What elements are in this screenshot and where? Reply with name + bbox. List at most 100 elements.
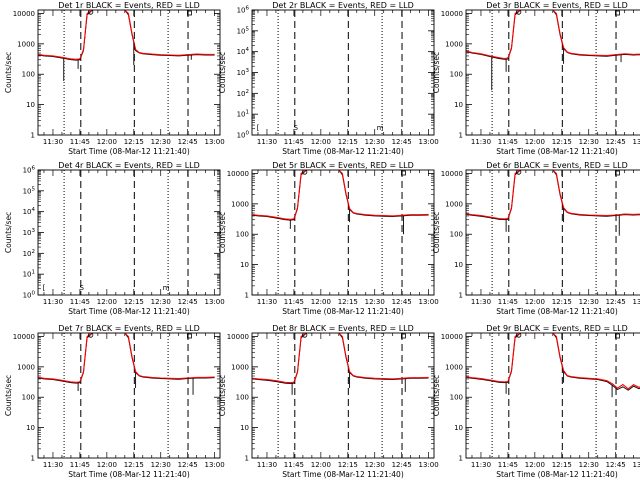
x-tick-label: 11:45 [70, 298, 90, 306]
panel-det-4r: Det 4r BLACK = Events, RED = LLD Counts/s… [4, 161, 225, 316]
x-tick-label: 13:00 [633, 461, 640, 469]
saturation-marker [516, 170, 522, 175]
plot-frame [465, 332, 640, 459]
x-tick-label: 12:00 [97, 461, 117, 469]
y-tick-label: 101 [237, 110, 249, 119]
x-tick-label: 11:45 [70, 461, 90, 469]
x-tick-label: 12:30 [151, 461, 171, 469]
y-tick-label: 1 [459, 455, 463, 463]
x-tick-label: 12:15 [124, 461, 144, 469]
y-tick-label: 100 [22, 394, 35, 402]
x-tick-label: 11:30 [471, 138, 491, 146]
x-axis-label: Start Time (08-Mar-12 11:21:40) [68, 470, 190, 479]
x-tick-label: 12:45 [178, 138, 198, 146]
series-line-lld [466, 333, 640, 390]
x-tick-label: 13:00 [419, 298, 439, 306]
x-tick-label: 11:30 [257, 298, 277, 306]
plot-frame [251, 9, 435, 136]
series-line-events [466, 10, 640, 60]
y-tick-label: 1 [245, 292, 249, 300]
x-axis-label: Start Time (08-Mar-12 11:21:40) [496, 147, 618, 156]
y-tick-label: 100 [450, 231, 463, 239]
y-tick-label: 103 [23, 228, 36, 237]
x-tick-label: 12:15 [552, 461, 572, 469]
y-tick-label: 10000 [227, 170, 249, 178]
x-axis-label: Start Time (08-Mar-12 11:21:40) [68, 307, 190, 316]
x-tick-label: 11:30 [43, 461, 63, 469]
x-tick-label: 11:30 [43, 298, 63, 306]
y-tick-label: 100 [450, 394, 463, 402]
y-tick-label: 1000 [231, 363, 249, 371]
x-axis-label: Start Time (08-Mar-12 11:21:40) [496, 470, 618, 479]
x-tick-label: 11:45 [284, 298, 304, 306]
y-axis-label: Counts/sec [218, 52, 227, 93]
series-line-events [38, 333, 215, 384]
y-tick-label: 1000 [17, 40, 35, 48]
x-tick-label: 12:30 [579, 138, 599, 146]
panels-group: Det 1r BLACK = Events, RED = LLD Counts/s… [4, 1, 640, 479]
saturation-marker [187, 333, 192, 339]
plot-frame [37, 169, 221, 296]
x-tick-label: 12:15 [124, 298, 144, 306]
x-tick-label: 11:30 [43, 138, 63, 146]
y-tick-label: 10 [26, 424, 35, 432]
y-tick-label: 1 [245, 455, 249, 463]
x-axis-label: Start Time (08-Mar-12 11:21:40) [282, 147, 404, 156]
y-axis-label: Counts/sec [432, 52, 441, 93]
panel-title: Det 6r BLACK = Events, RED = LLD [486, 161, 628, 170]
x-tick-label: 11:45 [284, 138, 304, 146]
x-tick-label: 12:45 [392, 138, 412, 146]
y-axis-label: Counts/sec [4, 375, 13, 416]
y-tick-label: 105 [237, 26, 250, 35]
y-tick-label: 103 [237, 68, 250, 77]
x-tick-label: 12:45 [606, 298, 626, 306]
y-tick-label: 1 [459, 292, 463, 300]
y-tick-label: 1 [459, 132, 463, 140]
panel-title: Det 9r BLACK = Events, RED = LLD [486, 324, 628, 333]
saturation-marker [615, 333, 620, 339]
y-tick-label: 10000 [441, 333, 463, 341]
plot-area [38, 10, 215, 81]
panel-det-9r: Det 9r BLACK = Events, RED = LLD Counts/s… [432, 324, 640, 479]
y-axis-label: Counts/sec [4, 212, 13, 253]
x-tick-label: 12:00 [97, 138, 117, 146]
plot-area [466, 10, 640, 91]
y-axis-label: Counts/sec [432, 375, 441, 416]
x-tick-label: 12:30 [579, 298, 599, 306]
y-tick-label: 104 [23, 207, 36, 216]
plot-area [466, 333, 640, 398]
x-tick-label: 11:30 [257, 138, 277, 146]
y-tick-label: 100 [23, 291, 36, 300]
panel-title: Det 4r BLACK = Events, RED = LLD [58, 161, 200, 170]
panel-title: Det 2r BLACK = Events, RED = LLD [272, 1, 414, 10]
x-axis-label: Start Time (08-Mar-12 11:21:40) [282, 470, 404, 479]
x-tick-label: 13:00 [419, 461, 439, 469]
saturation-marker [516, 10, 522, 15]
panel-det-3r: Det 3r BLACK = Events, RED = LLD Counts/s… [432, 1, 640, 156]
plot-area [466, 170, 640, 236]
saturation-marker [615, 170, 620, 176]
series-line-events [466, 170, 640, 221]
x-tick-label: 12:15 [338, 138, 358, 146]
y-tick-label: 10 [454, 101, 463, 109]
x-tick-label: 12:00 [525, 298, 545, 306]
y-axis-label: Counts/sec [4, 52, 13, 93]
x-tick-label: 11:30 [257, 461, 277, 469]
y-axis-label: Counts/sec [432, 212, 441, 253]
panel-title: Det 7r BLACK = Events, RED = LLD [58, 324, 200, 333]
saturation-marker [302, 333, 308, 338]
x-tick-label: 12:15 [552, 298, 572, 306]
x-tick-label: 12:30 [365, 138, 385, 146]
plot-frame [465, 9, 640, 136]
empty-panel-marker: [ [43, 284, 46, 292]
y-tick-label: 10 [454, 261, 463, 269]
y-tick-label: 105 [23, 186, 36, 195]
x-tick-label: 11:45 [284, 461, 304, 469]
empty-panel-marker: S [293, 124, 298, 132]
x-tick-label: 12:30 [151, 138, 171, 146]
y-axis-label: Counts/sec [218, 212, 227, 253]
x-tick-label: 12:30 [579, 461, 599, 469]
